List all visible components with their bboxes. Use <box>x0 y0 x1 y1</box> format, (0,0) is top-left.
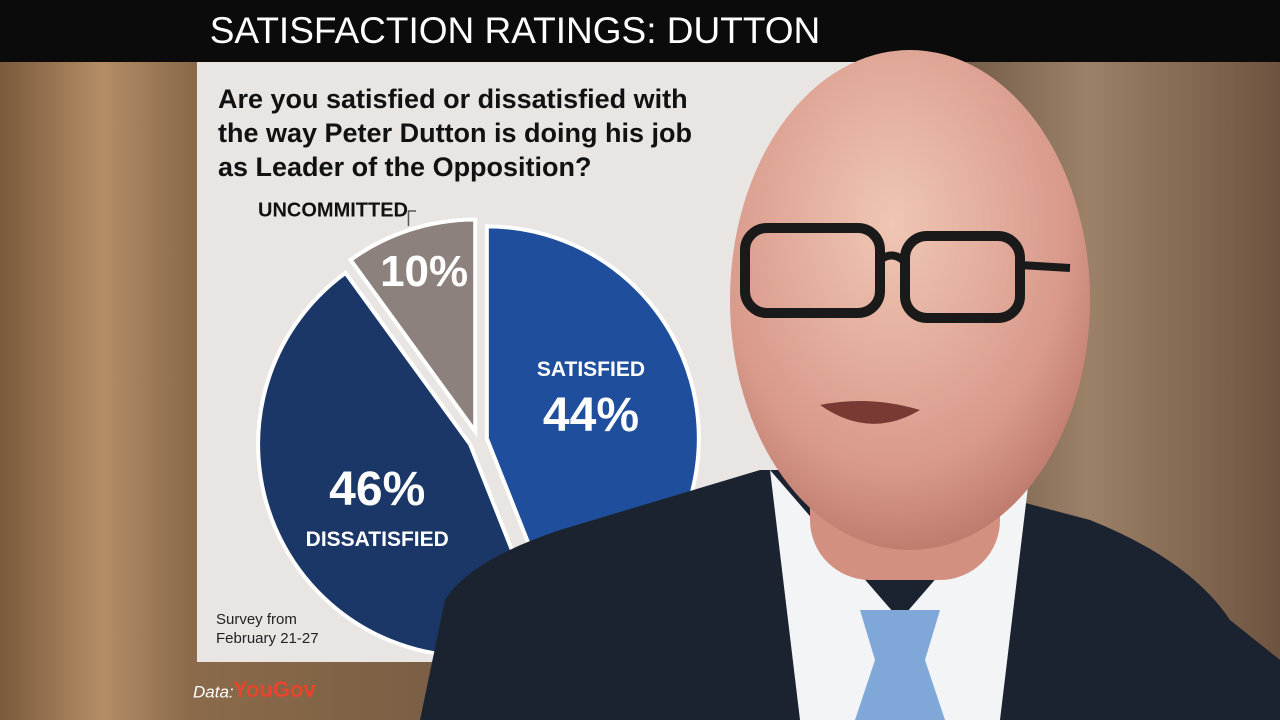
leader-line <box>407 210 416 227</box>
glasses-lens <box>740 223 885 318</box>
question-line: as Leader of the Opposition? <box>218 152 592 182</box>
source-label: Data: <box>193 682 234 701</box>
glasses-bridge <box>877 251 1071 272</box>
value-label: 46% <box>329 463 425 516</box>
glasses-lens <box>900 231 1025 323</box>
source-name: YouGov <box>233 677 316 702</box>
pie-slice <box>347 217 478 438</box>
question: Are you satisfied or dissatisfied with t… <box>218 84 692 182</box>
title-bar <box>0 0 1280 62</box>
category-label: UNCOMMITTED <box>258 199 408 221</box>
value-label: 10% <box>380 247 468 296</box>
tie <box>855 610 945 720</box>
note-line: February 21-27 <box>216 630 319 647</box>
note-line: Survey from <box>216 611 297 628</box>
pie: SATISFIED 44% DISSATISFIED 46% 10% UNCOMMITTE… <box>256 199 701 659</box>
note: Survey from February 21-27 <box>216 611 319 647</box>
chart-title: SATISFACTION RATINGS: DUTTON <box>210 10 821 51</box>
shirt <box>770 470 1030 720</box>
question-line: the way Peter Dutton is doing his job <box>218 118 692 148</box>
question-line: Are you satisfied or dissatisfied with <box>218 84 688 114</box>
category-label: DISSATISFIED <box>306 528 449 551</box>
person <box>420 50 1280 720</box>
category-label: SATISFIED <box>537 358 645 381</box>
value-label: 44% <box>543 389 639 442</box>
mouth <box>820 401 920 424</box>
